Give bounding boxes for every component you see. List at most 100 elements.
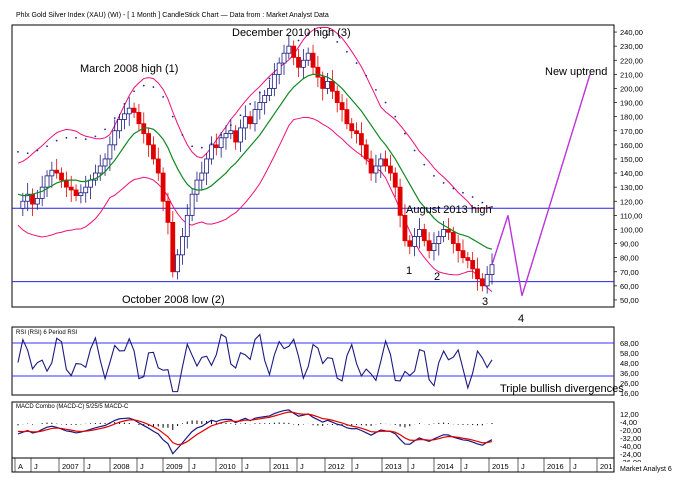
x-tick-label: 201 <box>600 462 613 471</box>
x-axis-labels: A J 2007 J 2008 J 2009 J 2010 J 2011 J 2012 J 2013 J 201… <box>14 458 613 472</box>
candle-body <box>122 113 127 120</box>
candle-body <box>354 130 359 134</box>
candle-body <box>170 221 176 273</box>
psar-dot <box>481 201 484 204</box>
candle-body <box>267 88 272 96</box>
candle-body <box>242 116 248 129</box>
x-tick-label: J <box>521 462 525 471</box>
price-tick-label: 240,00 <box>620 28 643 37</box>
candle-body <box>126 107 132 115</box>
candle-body <box>102 158 108 167</box>
price-tick-label: 160,00 <box>620 141 643 150</box>
x-tick-label: J <box>192 462 196 471</box>
x-tick-label: 2012 <box>328 462 345 471</box>
candle-body <box>421 229 427 242</box>
x-tick-label: 2016 <box>547 462 564 471</box>
psar-dot <box>46 145 48 148</box>
annotation-august-2013: August 2013 high <box>406 204 492 216</box>
candle-body <box>184 214 190 237</box>
footer-text: Market Analyst 6 <box>620 466 672 473</box>
candle-body <box>49 169 55 177</box>
wave-label-2: 2 <box>434 271 440 283</box>
psar-dot <box>104 128 106 131</box>
candle-body <box>73 189 79 197</box>
psar-dot <box>471 196 474 198</box>
macd-label: MACD Combo (MACD-C) 5/25/5 MACD-C <box>16 404 129 410</box>
candle-body <box>136 112 142 125</box>
candle-body <box>281 52 287 64</box>
x-tick-label: J <box>87 462 91 471</box>
rsi-tick-label: 58,00 <box>620 349 639 358</box>
candle-body <box>271 73 277 89</box>
psar-dot <box>355 62 358 64</box>
psar-dot <box>94 135 97 138</box>
candle-body <box>204 158 210 174</box>
psar-dot <box>249 103 252 105</box>
price-tick-label: 110,00 <box>620 211 642 220</box>
psar-dot <box>113 117 116 119</box>
moving-average <box>17 73 493 250</box>
price-tick-label: 100,00 <box>620 225 643 234</box>
x-tick-label: 2014 <box>437 462 454 471</box>
candle-body <box>228 130 234 134</box>
candle-body <box>320 76 326 89</box>
x-tick-label: J <box>411 462 415 471</box>
candle-body <box>315 66 321 78</box>
candle-body <box>180 236 185 256</box>
candle-body <box>30 193 35 205</box>
candle-body <box>20 200 26 209</box>
price-axis: 240,00 230,00 220,00 210,00 200,00 190,00 180,… <box>614 28 643 305</box>
footer-box <box>616 462 690 474</box>
candle-body <box>83 186 89 194</box>
psar-dot <box>36 149 39 152</box>
psar-dot <box>200 146 203 149</box>
candle-body <box>441 229 447 237</box>
rsi-label: RSI (RSI) 6 Period RSI <box>16 330 78 336</box>
candle-body <box>325 81 330 89</box>
candle-body <box>378 158 384 167</box>
macd-tick-label: 12,00 <box>620 410 639 419</box>
psar-dot <box>84 138 87 141</box>
ma-line <box>17 73 493 250</box>
candle-body <box>460 250 466 259</box>
macd-tick-label: -20,00 <box>620 426 641 435</box>
psar-dot <box>336 41 339 43</box>
candle-body <box>373 165 379 174</box>
price-tick-label: 130,00 <box>620 183 643 192</box>
candle-body <box>368 158 374 174</box>
annotation-october-2008: October 2008 low (2) <box>122 294 225 306</box>
projection-path <box>491 74 591 296</box>
candle-body <box>465 257 471 261</box>
candle-body <box>146 133 151 146</box>
psar-dot <box>433 174 435 177</box>
rsi-tick-label: 48,00 <box>620 359 639 368</box>
candle-body <box>194 179 200 195</box>
candle-body <box>359 133 364 146</box>
candle-body <box>407 240 413 247</box>
psar-dot <box>394 115 397 118</box>
candle-body <box>291 45 297 58</box>
x-tick-label: 2007 <box>62 462 79 471</box>
price-tick-label: 90,00 <box>620 240 639 249</box>
candle-body <box>388 165 393 174</box>
x-tick-label: J <box>355 462 359 471</box>
candle-body <box>412 236 418 247</box>
candle-body <box>402 214 408 242</box>
price-tick-label: 220,00 <box>620 56 643 65</box>
candle-body <box>262 95 268 103</box>
price-tick-label: 210,00 <box>620 70 643 79</box>
candle-body <box>112 130 118 146</box>
candle-body <box>175 254 181 273</box>
candle-body <box>97 165 103 174</box>
psar-dot <box>162 96 165 98</box>
candle-body <box>25 193 31 202</box>
candle-body <box>199 172 205 181</box>
candle-body <box>363 144 369 160</box>
psar-dot <box>452 187 455 190</box>
annotation-march-2008: March 2008 high (1) <box>80 63 178 75</box>
psar-dot <box>133 90 135 93</box>
candle-body <box>383 158 388 167</box>
macd-tick-label: -24,00 <box>620 450 641 459</box>
candle-body <box>436 236 442 244</box>
price-tick-label: 140,00 <box>620 169 643 178</box>
